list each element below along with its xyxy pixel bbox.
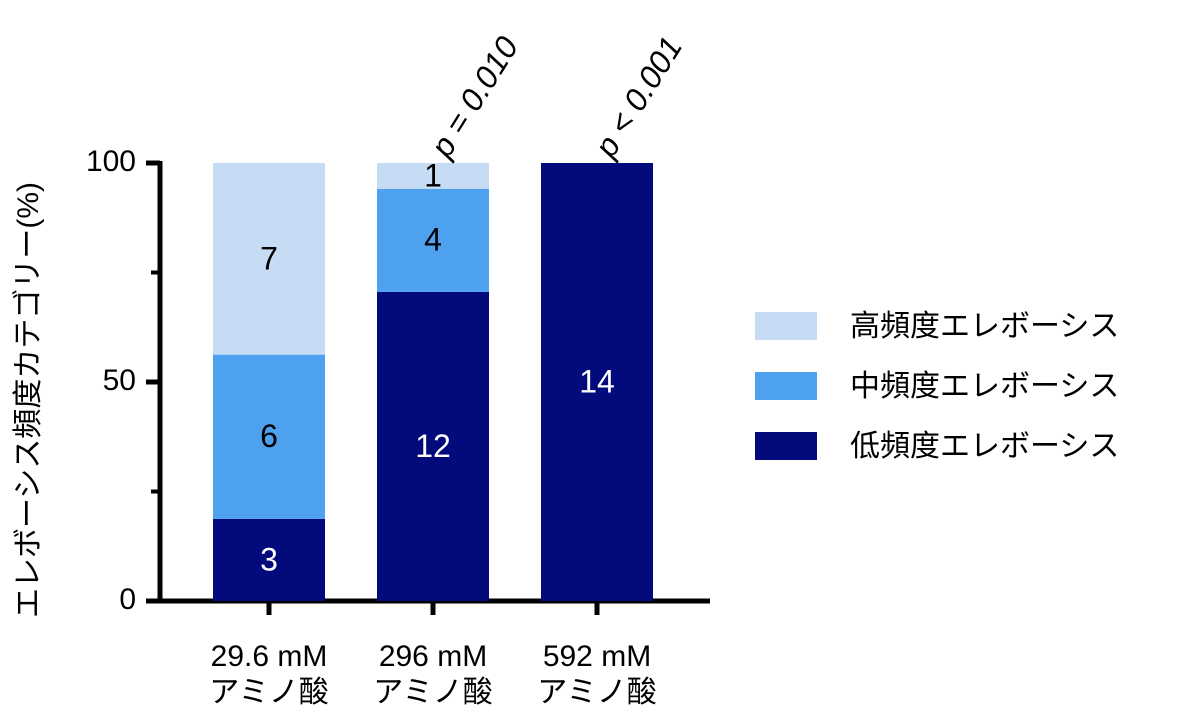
data-label: 7 [260,240,278,276]
y-axis-label: エレボーシス頻度カテゴリー(%) [12,182,45,618]
data-label: 6 [260,418,278,454]
legend-label: 高頻度エレボーシス [850,310,1119,343]
data-label: 1 [424,157,442,193]
bar-segment [541,163,653,601]
bar-segment [213,518,325,601]
legend-swatch [755,372,817,400]
bar-segment [213,354,325,519]
bar-segment [377,163,489,189]
legend-label: 低頻度エレボーシス [850,430,1119,463]
data-label: 4 [424,222,442,258]
y-tick-label: 0 [119,583,136,616]
y-tick-label: 50 [103,364,136,397]
data-label: 3 [260,541,278,577]
p-value-annotation: p = 0.010 [423,30,525,164]
bar-segment [377,291,489,601]
legend-swatch [755,432,817,460]
data-label: 12 [415,428,451,464]
data-label: 14 [579,363,615,399]
p-value-annotation: p < 0.001 [587,30,689,164]
legend-swatch [755,312,817,340]
x-tick-label: 296 mM アミノ酸 [373,640,493,709]
y-tick-label: 100 [86,145,136,178]
x-tick-label: 592 mM アミノ酸 [537,640,657,709]
legend-label: 中頻度エレボーシス [850,370,1119,403]
x-tick-label: 29.6 mM アミノ酸 [209,640,329,709]
bar-segment [213,163,325,355]
bar-segment [377,188,489,292]
